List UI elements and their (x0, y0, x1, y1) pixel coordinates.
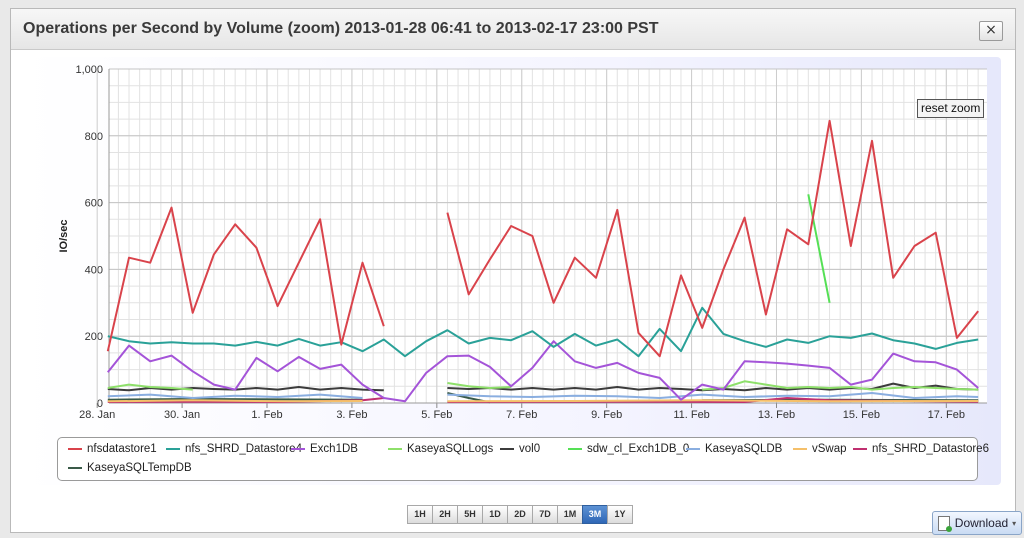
legend-swatch (388, 448, 402, 450)
x-tick-label: 7. Feb (506, 409, 537, 421)
x-tick-label: 13. Feb (758, 409, 795, 421)
legend-label: nfs_SHRD_Datastore6 (872, 443, 989, 455)
legend-label: vSwap (812, 443, 847, 455)
legend-swatch (686, 448, 700, 450)
x-tick-label: 1. Feb (251, 409, 282, 421)
x-tick-label: 17. Feb (928, 409, 965, 421)
range-selector: 1H 2H 5H 1D 2D 7D 1M 3M 1Y (407, 505, 633, 524)
y-axis-label: IO/sec (58, 219, 70, 252)
legend-swatch (500, 448, 514, 450)
x-tick-label: 11. Feb (673, 409, 710, 421)
line-chart: 0 200 400 600 800 1,000 28. Jan 30. Jan 1. Feb 3.… (58, 64, 987, 421)
series-line (807, 194, 831, 303)
range-button-1y[interactable]: 1Y (607, 505, 633, 524)
y-tick-label: 0 (97, 398, 103, 410)
legend-swatch (68, 467, 82, 469)
legend-swatch (166, 448, 180, 450)
download-button[interactable]: Download ▾ (932, 511, 1022, 535)
legend-item[interactable]: vSwap (793, 443, 847, 455)
legend-swatch (568, 448, 582, 450)
x-tick-label: 28. Jan (79, 409, 115, 421)
legend-item[interactable]: nfs_SHRD_Datastore6 (853, 443, 989, 455)
x-tick-label: 5. Feb (421, 409, 452, 421)
range-button-1d[interactable]: 1D (482, 505, 508, 524)
y-tick-label: 200 (85, 331, 103, 343)
legend-label: nfsdatastore1 (87, 443, 157, 455)
legend-item[interactable]: nfs_SHRD_Datastore4 (166, 443, 302, 455)
close-button[interactable]: × (979, 21, 1003, 41)
legend-label: KaseyaSQLDB (705, 443, 783, 455)
range-button-2h[interactable]: 2H (432, 505, 458, 524)
series-line (107, 340, 979, 403)
legend-label: KaseyaSQLTempDB (87, 462, 192, 474)
legend-item[interactable]: KaseyaSQLLogs (388, 443, 493, 455)
series-line (106, 119, 979, 358)
y-tick-label: 600 (85, 198, 103, 210)
y-tick-label: 800 (85, 131, 103, 143)
series-line (107, 380, 979, 391)
document-icon (937, 515, 952, 532)
reset-zoom-button[interactable]: reset zoom (917, 99, 985, 118)
chevron-down-icon: ▾ (1012, 518, 1017, 528)
legend-swatch (853, 448, 867, 450)
legend-item[interactable]: KaseyaSQLTempDB (68, 462, 192, 474)
range-button-1m[interactable]: 1M (557, 505, 583, 524)
legend-item[interactable]: KaseyaSQLDB (686, 443, 782, 455)
chart-panel: 0 200 400 600 800 1,000 28. Jan 30. Jan 1. Feb 3.… (21, 57, 1001, 485)
x-tick-label: 3. Feb (336, 409, 367, 421)
chart-legend: nfsdatastore1 nfs_SHRD_Datastore4 Exch1DB K… (57, 437, 989, 481)
legend-item[interactable]: vol0 (500, 443, 540, 455)
legend-swatch (793, 448, 807, 450)
range-button-2d[interactable]: 2D (507, 505, 533, 524)
range-button-5h[interactable]: 5H (457, 505, 483, 524)
legend-label: sdw_cl_Exch1DB_0 (587, 443, 690, 455)
y-tick-label: 400 (85, 264, 103, 276)
x-tick-label: 30. Jan (164, 409, 200, 421)
legend-label: vol0 (519, 443, 541, 455)
x-tick-label: 15. Feb (843, 409, 880, 421)
legend-item[interactable]: Exch1DB (291, 443, 358, 455)
y-tick-label: 1,000 (75, 64, 103, 76)
legend-item[interactable]: sdw_cl_Exch1DB_0 (568, 443, 689, 455)
series-line (107, 399, 979, 403)
range-button-1h[interactable]: 1H (407, 505, 433, 524)
legend-swatch (291, 448, 305, 450)
legend-label: Exch1DB (310, 443, 358, 455)
legend-label: KaseyaSQLLogs (407, 443, 494, 455)
dialog-title: Operations per Second by Volume (zoom) 2… (23, 20, 659, 37)
range-button-3m[interactable]: 3M (582, 505, 608, 524)
series-line (107, 392, 979, 399)
legend-item[interactable]: nfsdatastore1 (68, 443, 157, 455)
series-line (107, 306, 979, 358)
legend-swatch (68, 448, 82, 450)
x-tick-label: 9. Feb (591, 409, 622, 421)
chart-dialog: Operations per Second by Volume (zoom) 2… (10, 8, 1022, 535)
range-button-7d[interactable]: 7D (532, 505, 558, 524)
legend-label: nfs_SHRD_Datastore4 (185, 443, 302, 455)
download-label: Download (954, 516, 1009, 530)
dialog-titlebar: Operations per Second by Volume (zoom) 2… (11, 9, 1015, 50)
